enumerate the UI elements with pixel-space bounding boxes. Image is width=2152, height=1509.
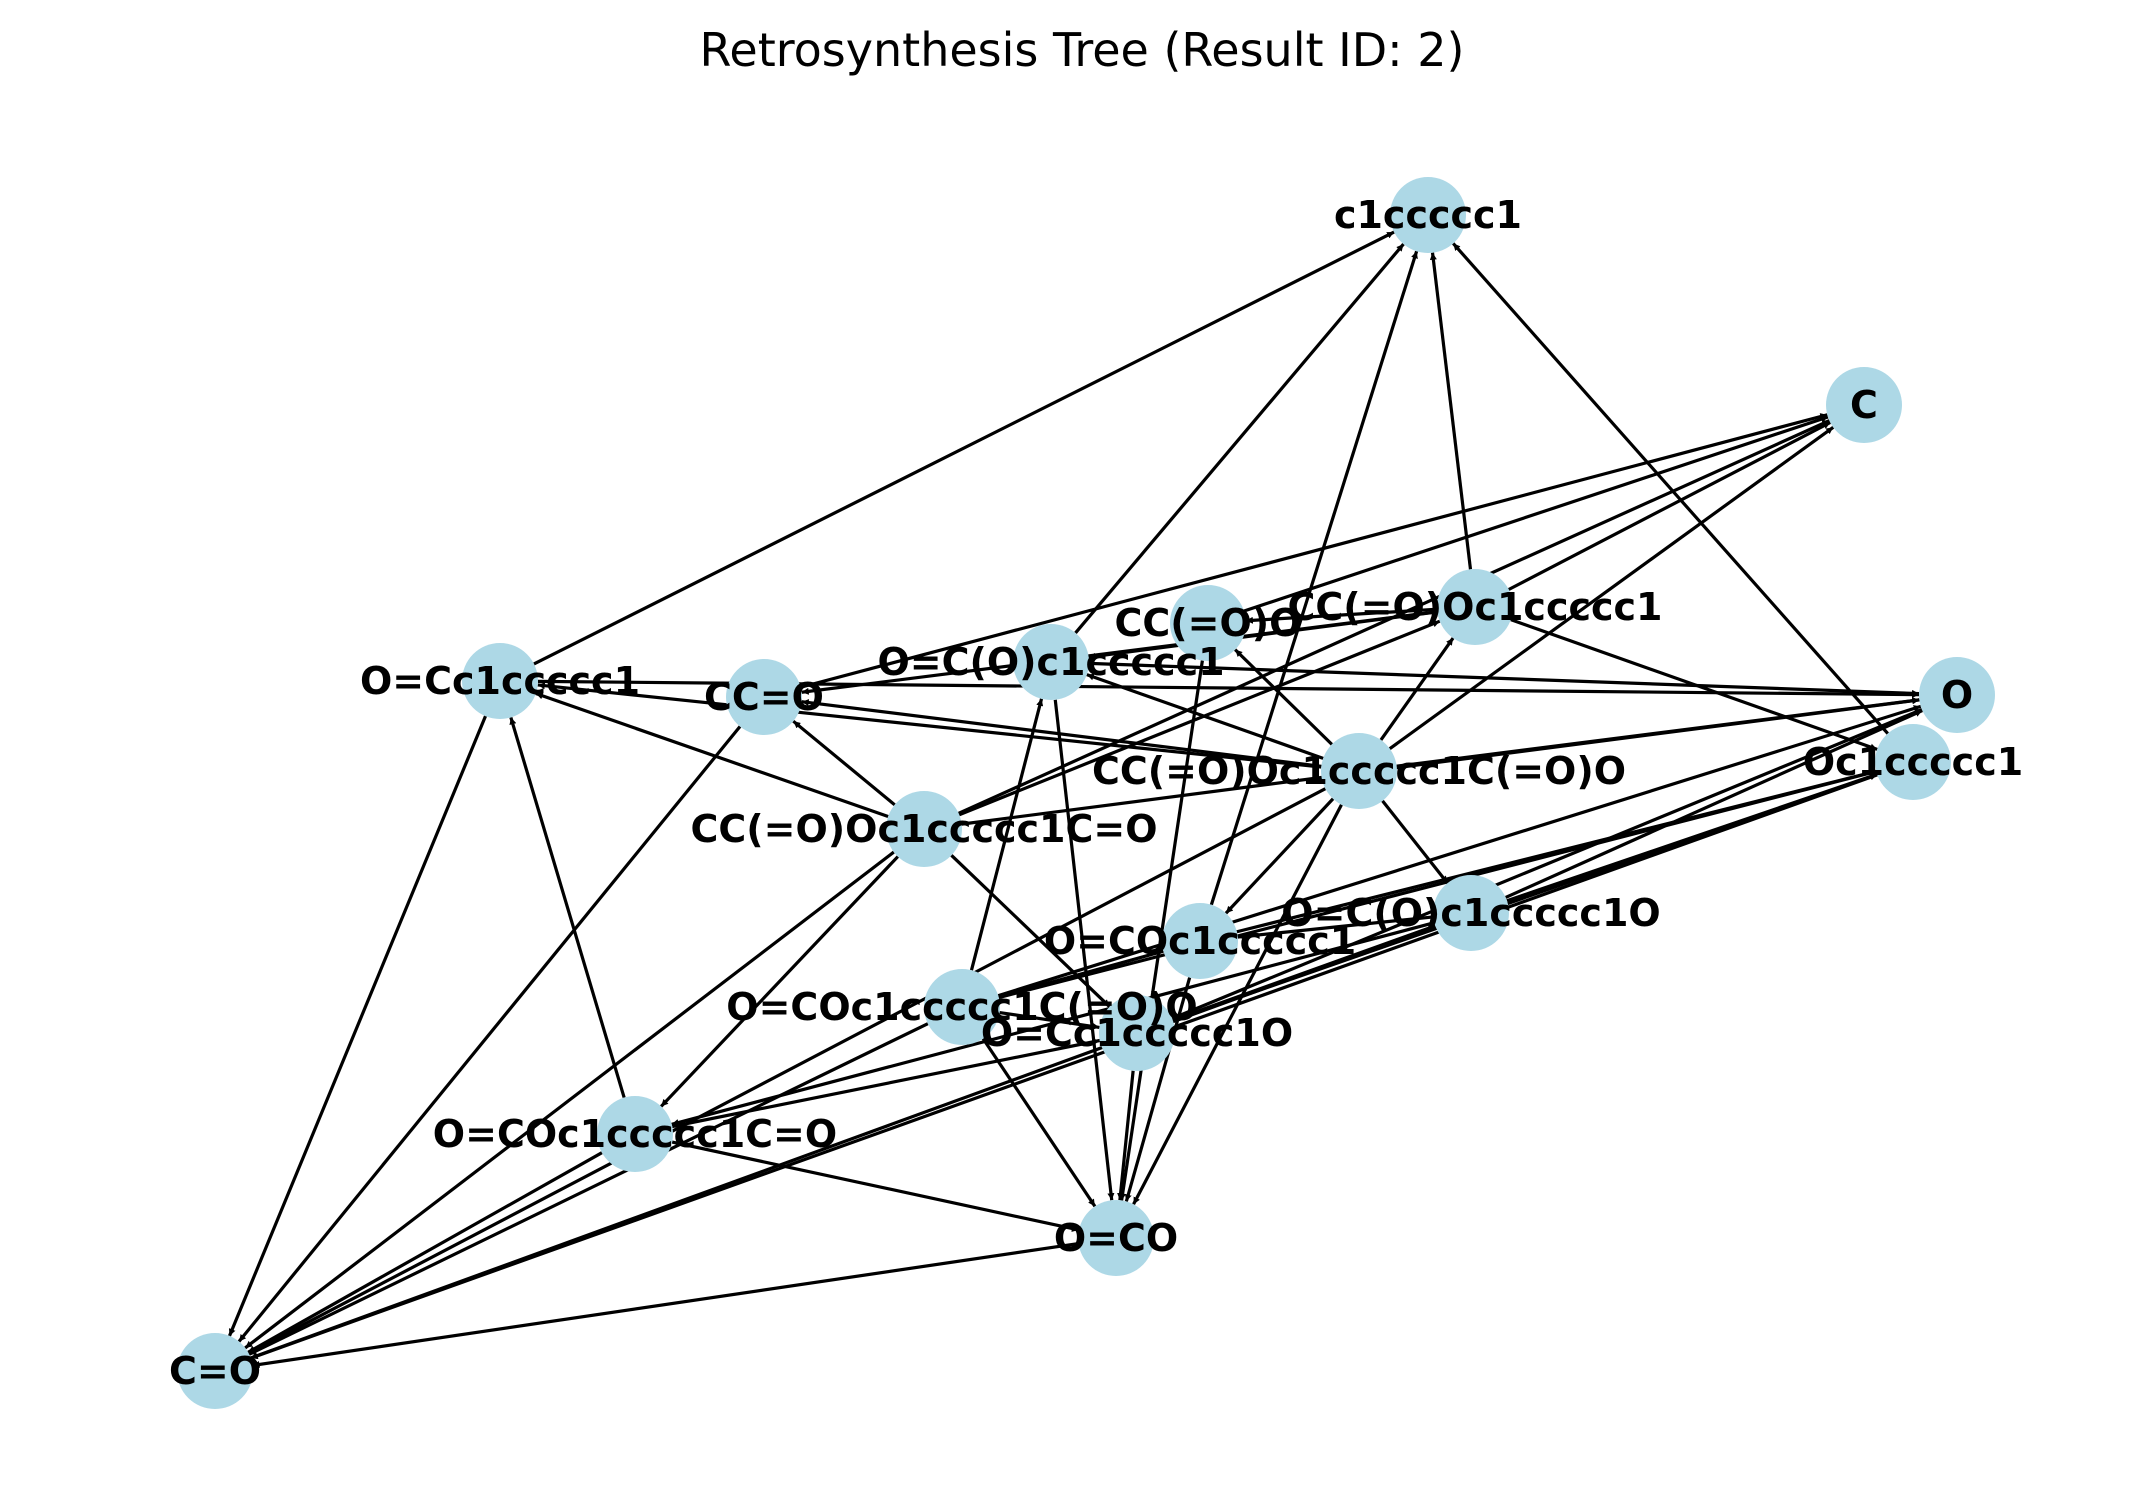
node-label-salicylaldehyde: O=Cc1ccccc1O (981, 1011, 1293, 1055)
node-formic_acid (1078, 1200, 1154, 1276)
edge-acetylsalicylaldehyde-to-acetaldehyde (792, 719, 896, 807)
edge-benzoic_acid-to-benzene (1074, 243, 1405, 634)
node-label-phenyl_acetate: CC(=O)Oc1ccccc1 (1288, 585, 1663, 629)
node-label-salicylic_acid: O=C(O)c1ccccc1O (1281, 891, 1660, 935)
node-label-formic_acid: O=CO (1054, 1216, 1178, 1260)
edge-salicylic_acid-to-phenyl_formate (1237, 915, 1434, 940)
node-label-water: O (1941, 673, 1973, 717)
node-acetic_acid (1170, 585, 1246, 661)
node-acetaldehyde (726, 659, 802, 735)
node-label-acetic_acid: CC(=O)O (1115, 601, 1302, 645)
edge-phenyl_acetate-to-benzene (1429, 252, 1473, 570)
edge-aspirin-to-acetic_acid (1234, 648, 1333, 746)
edge-acetic_acid-to-methane (1243, 415, 1829, 613)
edges-layer (228, 230, 1923, 1368)
node-formyloxy_benzaldehyde (597, 1096, 673, 1172)
node-water (1919, 657, 1995, 733)
edge-formyloxy_benzaldehyde-to-formaldehyde (247, 1151, 603, 1354)
node-benzene (1390, 177, 1466, 253)
edge-aspirin-to-phenyl_formate (1224, 797, 1335, 915)
node-formyloxy_benzoic (924, 969, 1000, 1045)
node-label-benzene: c1ccccc1 (1334, 193, 1522, 237)
node-salicylic_acid (1433, 875, 1509, 951)
edge-acetaldehyde-to-formaldehyde (237, 725, 742, 1343)
nodes-layer (177, 177, 1995, 1409)
edge-salicylaldehyde-to-water (1171, 708, 1923, 1020)
edge-formyloxy_benzoic-to-formaldehyde (248, 1022, 929, 1356)
edge-phenyl_acetate-to-methane (1507, 421, 1832, 591)
edge-formyloxy_benzoic-to-water (997, 704, 1922, 998)
edge-formyloxy_benzoic-to-formic_acid (981, 1037, 1097, 1208)
edge-benzaldehyde-to-formaldehyde (228, 715, 487, 1337)
edge-acetylsalicylaldehyde-to-methane (957, 419, 1831, 815)
node-label-formaldehyde: C=O (169, 1349, 261, 1393)
node-benzoic_acid (1013, 624, 1089, 700)
node-phenyl_acetate (1437, 569, 1513, 645)
edge-aspirin-to-formaldehyde (247, 787, 1327, 1355)
node-label-phenol: Oc1ccccc1 (1803, 740, 2023, 784)
edge-aspirin-to-acetaldehyde (801, 699, 1322, 768)
node-aspirin (1321, 733, 1397, 809)
edge-formyloxy_benzaldehyde-to-benzaldehyde (509, 716, 626, 1099)
edge-acetylsalicylaldehyde-to-salicylaldehyde (950, 854, 1111, 1008)
node-label-aspirin: CC(=O)Oc1ccccc1C(=O)O (1092, 749, 1626, 793)
edge-phenyl_formate-to-benzene (1209, 250, 1419, 906)
edge-aspirin-to-methane (1388, 426, 1835, 750)
edge-acetylsalicylaldehyde-to-benzaldehyde (535, 692, 889, 818)
edge-aspirin-to-salicylic_acid (1381, 799, 1449, 885)
node-label-phenyl_formate: O=COc1ccccc1 (1044, 919, 1356, 963)
edge-salicylaldehyde-to-formic_acid (1117, 1070, 1135, 1201)
edge-benzoic_acid-to-water (1088, 661, 1920, 697)
node-benzaldehyde (462, 643, 538, 719)
node-phenol (1875, 724, 1951, 800)
node-acetylsalicylaldehyde (886, 791, 962, 867)
edge-phenyl_acetate-to-phenol (1510, 618, 1878, 751)
node-label-formyloxy_benzoic: O=COc1ccccc1C(=O)O (726, 985, 1197, 1029)
edge-acetylsalicylaldehyde-to-formyloxy_benzaldehyde (659, 855, 900, 1108)
edge-acetylsalicylaldehyde-to-phenyl_acetate (958, 619, 1441, 817)
edge-phenol-to-benzene (1452, 242, 1889, 735)
edge-formic_acid-to-formaldehyde (252, 1241, 1079, 1368)
node-label-acetaldehyde: CC=O (704, 675, 824, 719)
node-salicylaldehyde (1099, 995, 1175, 1071)
edge-formyloxy_benzaldehyde-to-salicylaldehyde (671, 1038, 1101, 1129)
node-label-methane: C (1850, 383, 1878, 427)
edge-aspirin-to-benzaldehyde (537, 682, 1322, 769)
edge-phenyl_acetate-to-benzoic_acid (1088, 610, 1438, 660)
edge-salicylic_acid-to-formyloxy_benzaldehyde (671, 921, 1435, 1126)
edge-formyloxy_benzaldehyde-to-formic_acid (671, 1140, 1080, 1232)
edge-aspirin-to-phenyl_acetate (1379, 637, 1455, 741)
node-label-benzoic_acid: O=C(O)c1ccccc1 (877, 640, 1224, 684)
edge-formyloxy_benzoic-to-benzoic_acid (969, 698, 1044, 971)
edge-acetylsalicylaldehyde-to-water (961, 697, 1920, 826)
edge-acetylsalicylaldehyde-to-formaldehyde (244, 850, 895, 1350)
edge-salicylic_acid-to-water (1505, 709, 1923, 899)
node-formaldehyde (177, 1333, 253, 1409)
edge-benzaldehyde-to-benzene (533, 230, 1395, 666)
labels-layer: c1ccccc1 C O Oc1ccccc1 O=Cc1ccccc1 CC=O CC(=O)… (169, 193, 2023, 1393)
node-label-formyloxy_benzaldehyde: O=COc1ccccc1C=O (433, 1112, 837, 1156)
edge-phenol-to-formaldehyde (250, 773, 1878, 1360)
edge-benzoic_acid-to-formic_acid (1053, 699, 1115, 1201)
edge-formyloxy_benzoic-to-salicylaldehyde (999, 1011, 1100, 1030)
graph-title: Retrosynthesis Tree (Result ID: 2) (700, 23, 1465, 77)
edge-acetaldehyde-to-methane (800, 413, 1828, 689)
node-label-benzaldehyde: O=Cc1ccccc1 (360, 659, 640, 703)
node-methane (1826, 367, 1902, 443)
node-phenyl_formate (1162, 903, 1238, 979)
edge-formyloxy_benzoic-to-phenol (998, 769, 1877, 1000)
node-label-acetylsalicylaldehyde: CC(=O)Oc1ccccc1C=O (690, 807, 1157, 851)
